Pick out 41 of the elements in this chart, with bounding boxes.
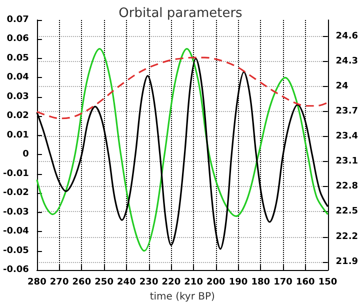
x-axis-title: time (kyr BP) [150,292,216,302]
y2-tick-label: 24 [336,82,348,92]
y-tick-label: 0.06 [6,34,29,44]
y2-tick-label: 22.5 [336,206,358,217]
x-tick-label: 210 [184,278,203,288]
x-tick-label: 240 [117,278,136,288]
y2-tick-label: 23.1 [336,156,358,167]
y-tick-label: 0.01 [6,130,29,140]
y2-tick-label: 22.8 [336,182,358,192]
y-tick-label: -0.02 [2,188,29,198]
chart-title: Orbital parameters [118,6,243,21]
x-tick-label: 190 [228,278,248,288]
x-tick-label: 180 [251,278,270,288]
x-tick-label: 220 [162,278,181,288]
x-tick-label: 250 [94,278,114,288]
y-tick-label: 0 [22,150,29,160]
y-tick-label: 0.02 [6,111,29,122]
x-tick-label: 150 [318,278,338,288]
y-tick-label: -0.05 [2,246,29,256]
y-tick-label: -0.01 [2,168,29,179]
y2-tick-label: 23.7 [336,106,358,117]
y-tick-label: 0.03 [6,92,29,102]
y2-tick-label: 24.3 [336,56,358,67]
y-tick-label: -0.03 [2,207,29,218]
x-tick-label: 170 [274,278,292,288]
x-tick-label: 270 [50,278,69,288]
y-tick-label: -0.06 [2,265,29,276]
y2-tick-label: 24.6 [336,32,358,42]
y2-tick-label: 22.2 [336,232,358,242]
y2-tick-label: 23.4 [336,132,358,142]
x-tick-label: 260 [72,278,92,288]
line-series [36,56,329,120]
y-tick-label: 0.07 [6,15,29,25]
y-tick-label: 0.05 [6,53,29,64]
x-tick-label: 230 [139,278,158,288]
x-tick-label: 280 [28,278,46,288]
y-tick-label: -0.04 [2,226,29,237]
x-tick-label: 160 [296,278,315,288]
y2-tick-label: 21.9 [336,256,358,267]
y-tick-label: 0.04 [6,72,29,83]
x-tick-label: 200 [206,278,226,288]
